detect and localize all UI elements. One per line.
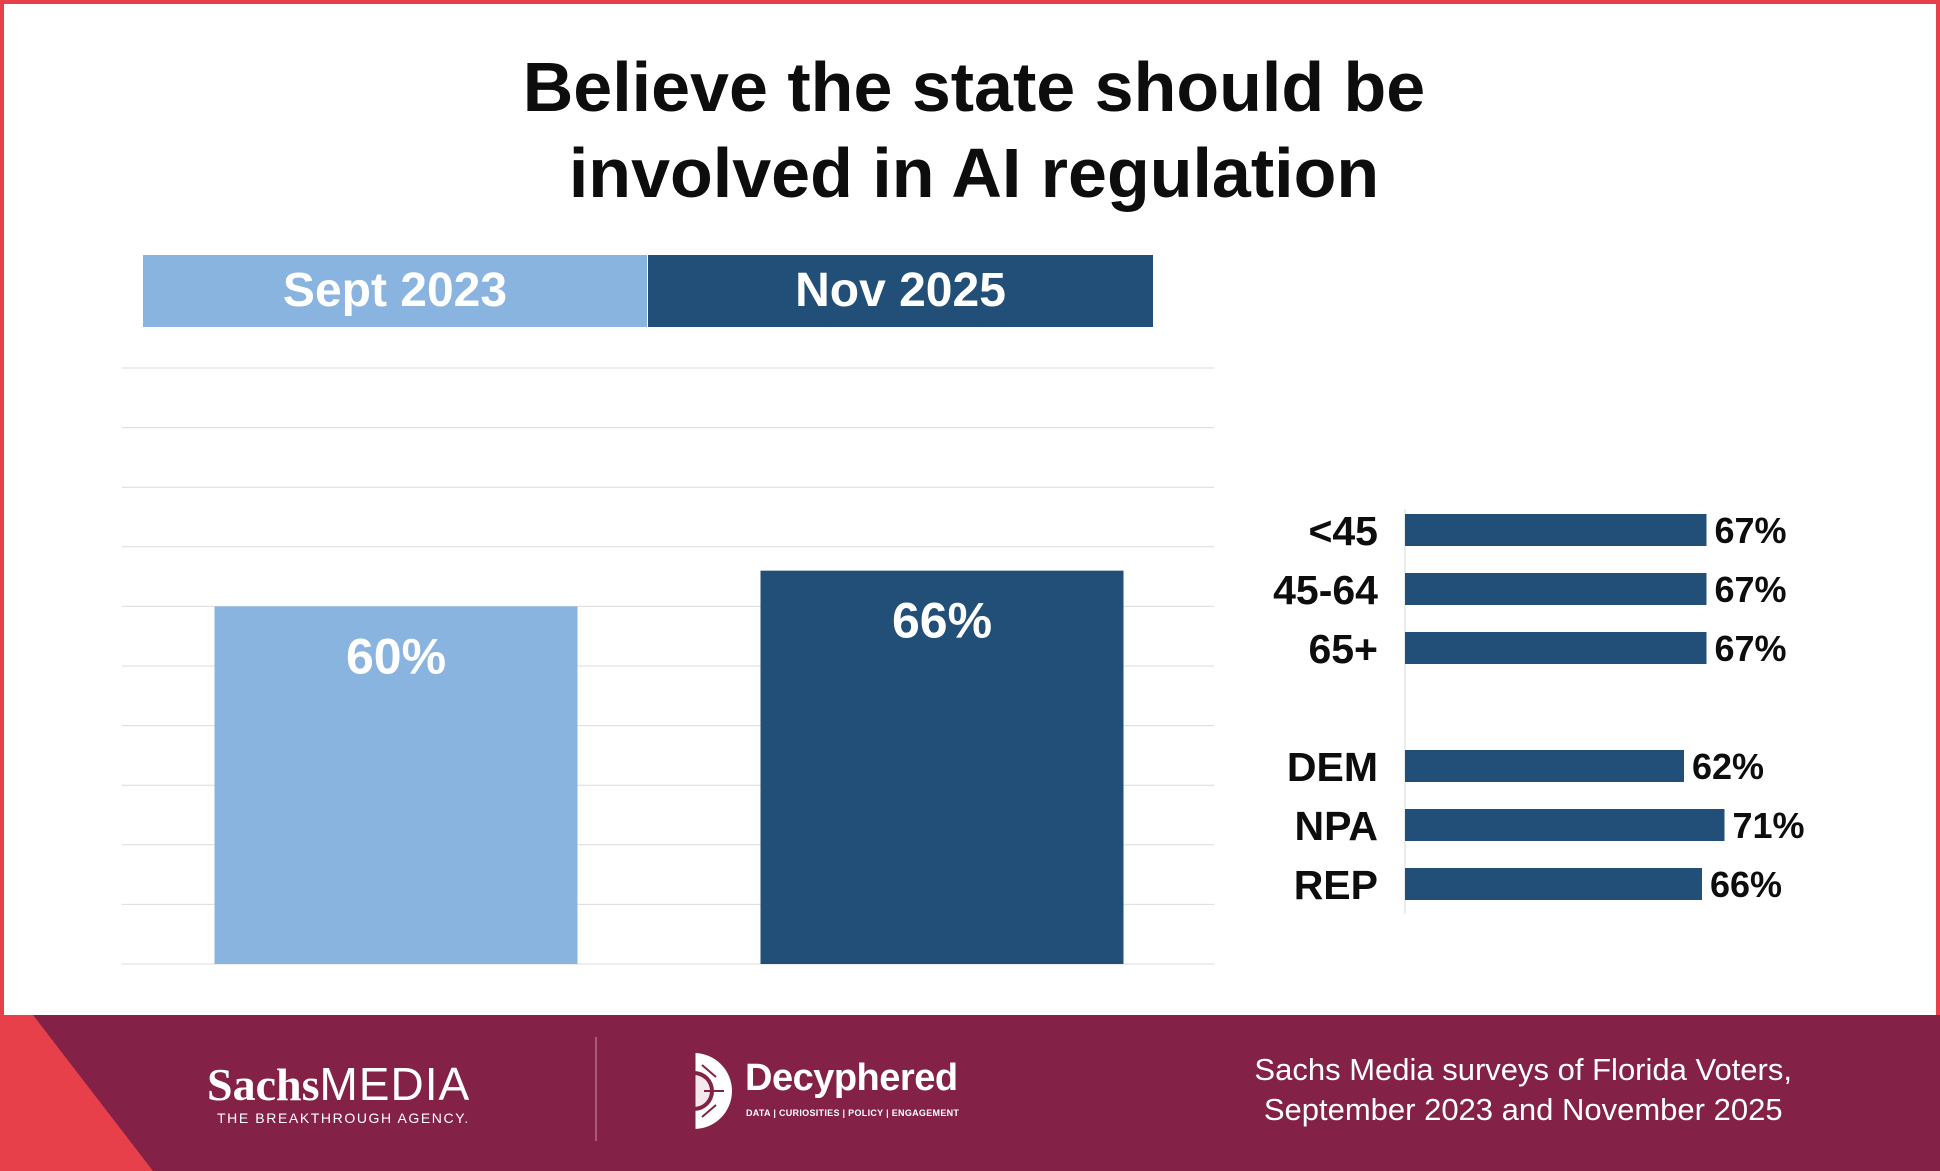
chart-title: Believe the state should be involved in … xyxy=(4,44,1936,216)
subgroup-value-label: 67% xyxy=(1715,569,1787,610)
subgroup-bar xyxy=(1405,809,1725,841)
subgroup-value-label: 62% xyxy=(1692,746,1764,787)
subgroup-label: NPA xyxy=(1294,803,1378,849)
subgroup-value-label: 71% xyxy=(1733,805,1805,846)
sachs-media-wordmark: SachsMEDIA xyxy=(207,1059,470,1110)
footer-corner-accent xyxy=(0,1015,153,1171)
sachs-media-tagline: THE BREAKTHROUGH AGENCY. xyxy=(217,1110,470,1126)
footer-band: SachsMEDIA THE BREAKTHROUGH AGENCY. Decy… xyxy=(0,1015,1940,1171)
title-line-2: involved in AI regulation xyxy=(568,134,1380,212)
source-note: Sachs Media surveys of Florida Voters, S… xyxy=(1254,1050,1792,1130)
decyphered-tagline: DATA | CURIOSITIES | POLICY | ENGAGEMENT xyxy=(746,1108,960,1118)
subgroup-value-label: 67% xyxy=(1715,510,1787,551)
subgroup-label: <45 xyxy=(1308,508,1378,554)
subgroup-value-label: 67% xyxy=(1715,628,1787,669)
legend-nov-2025-label: Nov 2025 xyxy=(795,264,1006,317)
subgroup-bar xyxy=(1405,514,1707,546)
subgroup-bar xyxy=(1405,573,1707,605)
sachs-wordmark-light: MEDIA xyxy=(319,1058,471,1110)
subgroup-label: 45-64 xyxy=(1273,567,1378,613)
subgroup-bar xyxy=(1405,750,1684,782)
chart-canvas: 60% 66% <45 67% 45-64 67% 65+ 67% DEM 62% NPA 71% RE… xyxy=(122,367,1805,965)
sachs-media-logo: SachsMEDIA THE BREAKTHROUGH AGENCY. xyxy=(207,1059,470,1126)
decyphered-wordmark: Decyphered xyxy=(745,1057,958,1099)
title-line-1: Believe the state should be xyxy=(522,48,1426,126)
subgroup-label: DEM xyxy=(1287,744,1378,790)
source-line-1: Sachs Media surveys of Florida Voters, xyxy=(1254,1052,1792,1087)
subgroup-label: 65+ xyxy=(1308,626,1378,672)
bar-nov-2025 xyxy=(760,570,1124,964)
bar-sept-2023 xyxy=(214,606,578,964)
source-line-2: September 2023 and November 2025 xyxy=(1263,1092,1783,1127)
decyphered-emblem-icon xyxy=(692,1053,732,1129)
subgroup-bar xyxy=(1405,632,1707,664)
subgroup-label: REP xyxy=(1294,862,1378,908)
footer-divider xyxy=(595,1037,597,1141)
subgroup-bar xyxy=(1405,868,1702,900)
legend-sept-2023: Sept 2023 xyxy=(143,255,647,327)
data-label: 66% xyxy=(892,593,992,649)
legend-sept-2023-label: Sept 2023 xyxy=(282,264,508,317)
legend-nov-2025: Nov 2025 xyxy=(648,255,1153,327)
subgroup-value-label: 66% xyxy=(1710,864,1782,905)
sachs-wordmark-bold: Sachs xyxy=(207,1059,320,1110)
data-label: 60% xyxy=(346,628,446,684)
